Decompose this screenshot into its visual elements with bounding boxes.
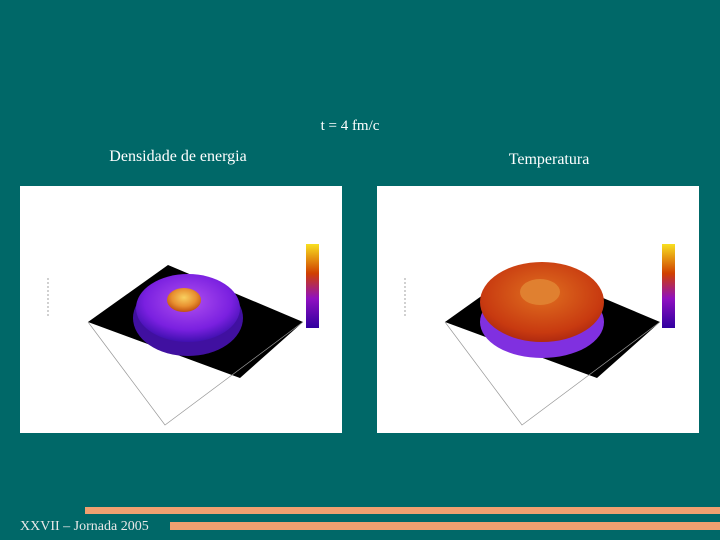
footer-text: XXVII – Jornada 2005 [20,519,149,534]
footer-bar [85,507,720,514]
temperature-plot [377,186,699,433]
panel-label: Temperatura [508,151,590,168]
slide-title: t = 4 fm/c [320,118,380,134]
footer-bar [170,522,720,530]
energy-density-plot [20,186,342,433]
panel-label: Densidade de energia [109,148,247,165]
